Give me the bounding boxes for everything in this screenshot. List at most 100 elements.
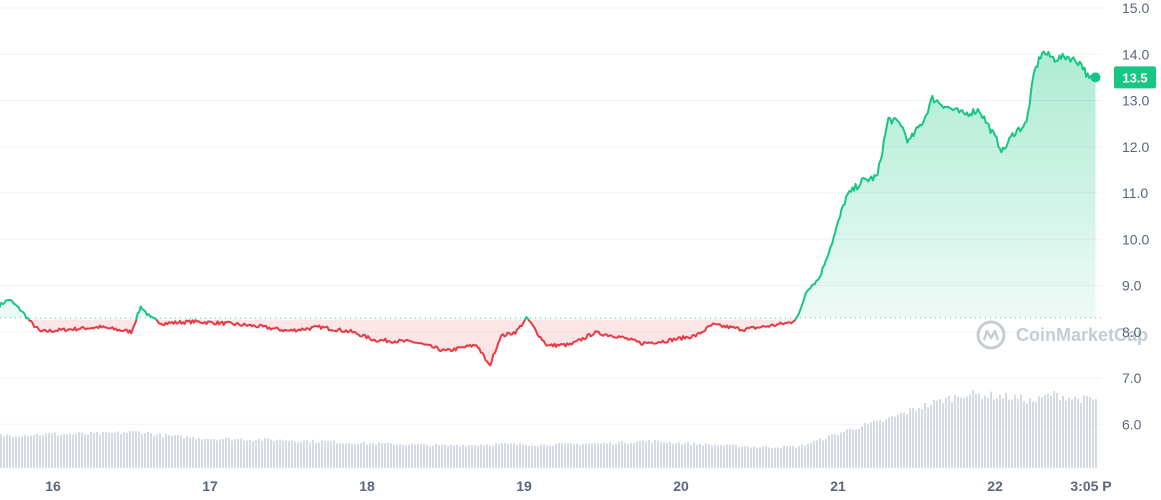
volume-bar bbox=[561, 443, 563, 468]
volume-bar bbox=[1056, 393, 1058, 468]
volume-bar bbox=[429, 446, 431, 468]
volume-bar bbox=[156, 434, 158, 468]
x-tick-label: 3:05 P bbox=[1070, 478, 1111, 494]
volume-bar bbox=[438, 444, 440, 468]
volume-bar bbox=[495, 443, 497, 468]
volume-bar bbox=[303, 440, 305, 468]
volume-bar bbox=[63, 433, 65, 468]
volume-bar bbox=[138, 431, 140, 468]
volume-bar bbox=[654, 440, 656, 468]
volume-bar bbox=[894, 416, 896, 468]
volume-bar bbox=[576, 443, 578, 468]
volume-bar bbox=[261, 440, 263, 468]
volume-bar bbox=[1077, 398, 1079, 468]
volume-bar bbox=[633, 443, 635, 468]
volume-bar bbox=[84, 434, 86, 468]
volume-bar bbox=[780, 447, 782, 468]
area-fill-up bbox=[0, 51, 1096, 320]
volume-bar bbox=[765, 446, 767, 468]
volume-bar bbox=[471, 444, 473, 468]
volume-bar bbox=[945, 397, 947, 468]
volume-bar bbox=[948, 395, 950, 468]
volume-bar bbox=[288, 440, 290, 468]
volume-bar bbox=[267, 438, 269, 468]
volume-bar bbox=[165, 433, 167, 468]
volume-bar bbox=[678, 442, 680, 468]
volume-bar bbox=[186, 436, 188, 468]
volume-bar bbox=[1026, 403, 1028, 468]
volume-bar bbox=[588, 443, 590, 468]
volume-bar bbox=[18, 436, 20, 468]
volume-bar bbox=[933, 399, 935, 468]
volume-bar bbox=[1023, 401, 1025, 468]
volume-bar bbox=[846, 429, 848, 468]
volume-bar bbox=[1053, 390, 1055, 468]
volume-bar bbox=[78, 432, 80, 468]
volume-bar bbox=[543, 444, 545, 468]
volume-bar bbox=[873, 420, 875, 468]
watermark: CoinMarketCap bbox=[976, 320, 1148, 350]
volume-bar bbox=[423, 443, 425, 468]
volume-bar bbox=[414, 444, 416, 468]
volume-bar bbox=[180, 435, 182, 468]
volume-bar bbox=[813, 440, 815, 468]
volume-bar bbox=[453, 445, 455, 468]
volume-bar bbox=[957, 396, 959, 468]
volume-bar bbox=[411, 443, 413, 468]
volume-bar bbox=[207, 438, 209, 468]
volume-bar bbox=[111, 433, 113, 468]
volume-bar bbox=[255, 440, 257, 468]
price-line-down bbox=[27, 320, 797, 367]
price-tag-background bbox=[1114, 66, 1156, 89]
volume-bar bbox=[720, 445, 722, 468]
volume-bar bbox=[57, 435, 59, 468]
volume-bar bbox=[897, 414, 899, 468]
price-line bbox=[0, 50, 1096, 367]
volume-bar bbox=[990, 391, 992, 468]
volume-bar bbox=[192, 436, 194, 468]
volume-bar bbox=[147, 431, 149, 468]
volume-bar bbox=[546, 445, 548, 468]
volume-bar bbox=[72, 434, 74, 468]
x-tick-label: 16 bbox=[45, 478, 61, 494]
volume-bar bbox=[696, 444, 698, 468]
volume-bar bbox=[963, 398, 965, 468]
volume-bar bbox=[36, 433, 38, 468]
x-tick-label: 19 bbox=[516, 478, 532, 494]
volume-bar bbox=[402, 444, 404, 468]
volume-bar bbox=[336, 443, 338, 468]
volume-bar bbox=[363, 441, 365, 468]
volume-bar bbox=[270, 439, 272, 468]
volume-bar bbox=[522, 444, 524, 468]
volume-bar bbox=[282, 440, 284, 468]
volume-bar bbox=[276, 440, 278, 468]
volume-bar bbox=[162, 437, 164, 468]
volume-bar bbox=[516, 444, 518, 468]
volume-bar bbox=[609, 441, 611, 468]
volume-bar bbox=[942, 403, 944, 468]
volume-bar bbox=[531, 445, 533, 468]
volume-bar bbox=[1086, 396, 1088, 468]
volume-bar bbox=[0, 434, 2, 468]
volume-bar bbox=[1047, 393, 1049, 468]
volume-bar bbox=[291, 440, 293, 468]
volume-bar bbox=[936, 400, 938, 468]
volume-bar bbox=[600, 443, 602, 468]
volume-bar bbox=[735, 444, 737, 468]
volume-bar bbox=[906, 414, 908, 468]
volume-bar bbox=[153, 435, 155, 468]
y-tick-label: 8.0 bbox=[1122, 324, 1142, 340]
volume-bar bbox=[375, 444, 377, 468]
volume-bar bbox=[102, 432, 104, 468]
volume-bar bbox=[69, 433, 71, 468]
volume-bar bbox=[579, 445, 581, 468]
gridlines bbox=[0, 7, 1102, 425]
volume-bar bbox=[723, 445, 725, 468]
x-axis: 16 17 18 19 20 21 22 3:05 P bbox=[45, 478, 1111, 494]
y-tick-label: 7.0 bbox=[1122, 370, 1142, 386]
volume-bar bbox=[774, 447, 776, 468]
volume-bar bbox=[1017, 398, 1019, 468]
volume-bar bbox=[996, 398, 998, 468]
volume-bar bbox=[870, 422, 872, 468]
